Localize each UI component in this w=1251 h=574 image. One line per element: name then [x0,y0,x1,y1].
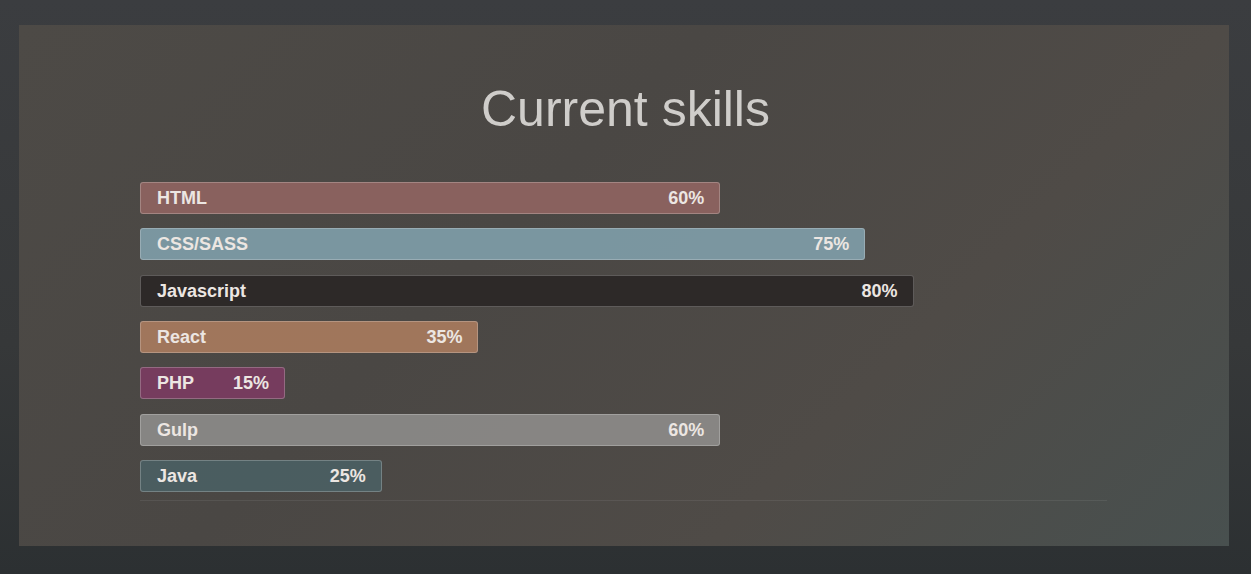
value-label: 35% [426,321,462,353]
category-label: CSS/SASS [157,228,248,260]
bar [140,275,914,307]
value-label: 25% [330,460,366,492]
value-label: 60% [668,182,704,214]
value-label: 80% [862,275,898,307]
category-label: Javascript [157,275,246,307]
bar [140,182,720,214]
bar [140,414,720,446]
category-label: Java [157,460,197,492]
value-label: 75% [813,228,849,260]
category-label: React [157,321,206,353]
category-label: Gulp [157,414,198,446]
title: Current skills [0,80,1251,138]
plot-area [140,182,1107,492]
value-label: 15% [233,367,269,399]
bar [140,228,865,260]
axis-line [140,500,1107,501]
category-label: HTML [157,182,207,214]
value-label: 60% [668,414,704,446]
category-label: PHP [157,367,194,399]
